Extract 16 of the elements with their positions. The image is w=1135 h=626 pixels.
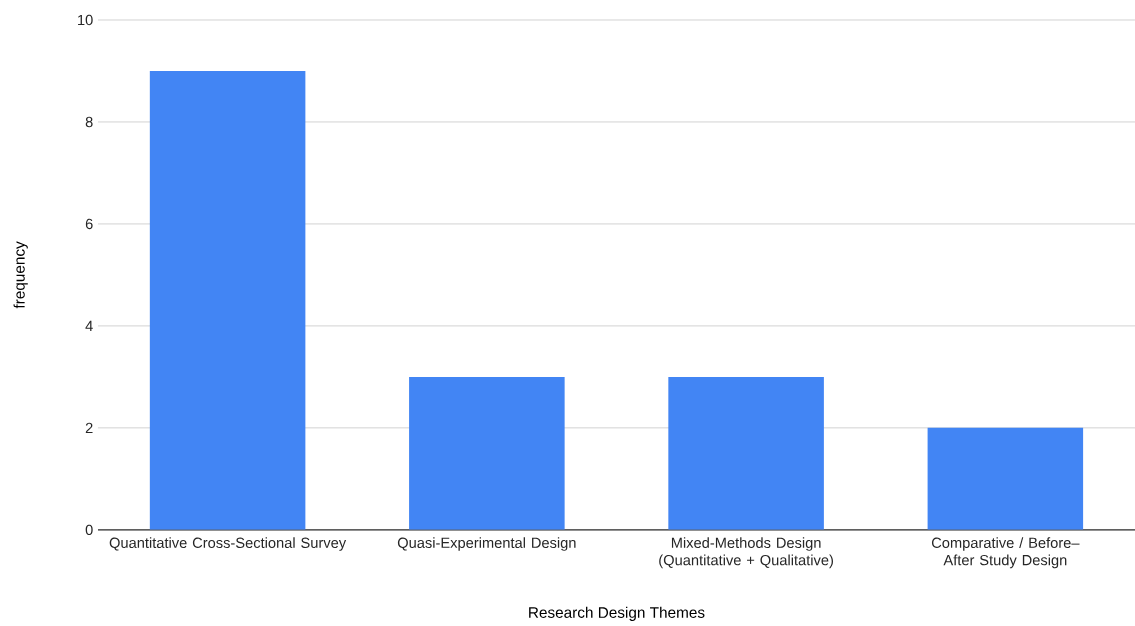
x-tick-label: Quantitative Cross-Sectional Survey	[109, 537, 347, 551]
x-tick-label: Comparative / Before–After Study Design	[931, 537, 1080, 569]
x-tick-label: Quasi-Experimental Design	[397, 537, 576, 551]
bar	[409, 376, 565, 530]
y-tick-label: 2	[85, 422, 93, 434]
y-tick-label: 0	[85, 524, 93, 536]
y-tick-label: 6	[85, 218, 93, 230]
x-tick-label: Mixed-Methods Design (Quantitative + Qualitative)	[659, 537, 833, 569]
bar	[927, 427, 1084, 530]
bar	[149, 71, 306, 530]
y-tick-label: 4	[85, 320, 93, 332]
y-tick-label: 10	[78, 14, 93, 26]
bar	[668, 376, 824, 530]
y-axis-title: frequency	[13, 241, 28, 309]
x-axis-title: Research Design Themes	[529, 606, 705, 622]
y-tick-label: 8	[85, 116, 93, 128]
